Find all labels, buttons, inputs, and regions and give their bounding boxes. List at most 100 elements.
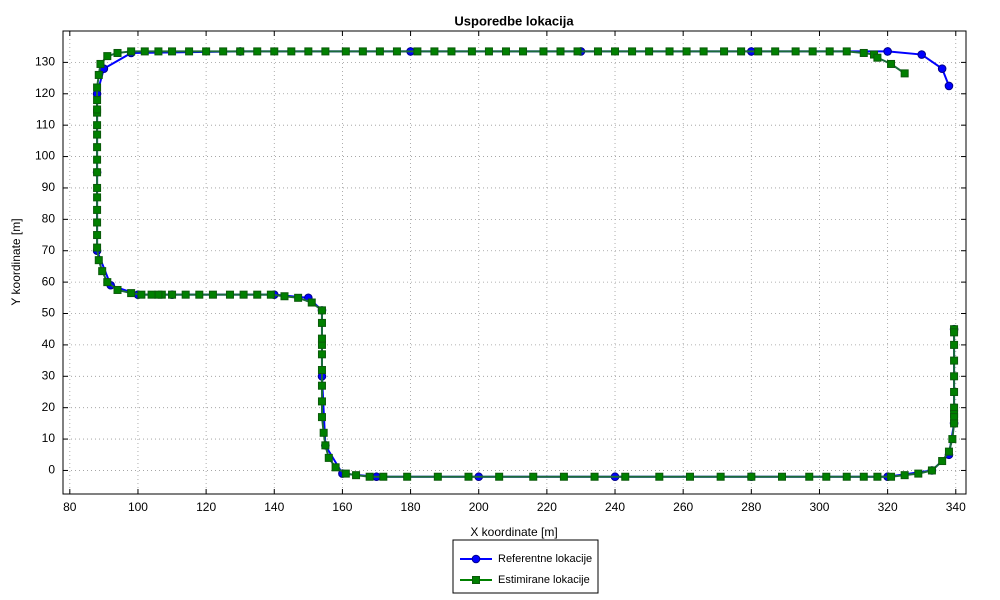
data-point [93,218,102,227]
data-point [352,471,361,480]
data-point [950,340,959,349]
data-point [556,47,565,56]
x-tick-label: 120 [196,500,216,514]
data-point [113,285,122,294]
data-point [859,48,868,57]
data-point [825,47,834,56]
data-point [236,47,245,56]
data-point [93,96,102,105]
data-point [403,472,412,481]
data-point [341,469,350,478]
data-point [94,70,103,79]
data-point [430,47,439,56]
data-point [699,47,708,56]
data-point [771,47,780,56]
y-tick-label: 40 [42,337,56,351]
y-tick-label: 70 [42,243,56,257]
data-point [93,121,102,130]
data-point [96,59,105,68]
data-point [950,419,959,428]
data-point [529,472,538,481]
data-point [747,472,756,481]
data-point [539,47,548,56]
data-point [113,48,122,57]
data-point [280,292,289,301]
data-point [720,47,729,56]
data-point [317,381,326,390]
x-tick-label: 300 [809,500,829,514]
data-point [321,47,330,56]
data-point [822,472,831,481]
data-point [433,472,442,481]
legend-label: Estimirane lokacije [498,574,590,586]
data-point [358,47,367,56]
data-point [341,47,350,56]
data-point [887,59,896,68]
data-point [94,256,103,265]
data-point [900,69,909,78]
data-point [317,306,326,315]
data-point [682,47,691,56]
y-tick-label: 90 [42,180,56,194]
data-point [883,47,892,56]
data-point [519,47,528,56]
data-point [93,205,102,214]
data-point [137,290,146,299]
chart-title: Usporedbe lokacija [454,13,574,28]
y-tick-label: 110 [36,117,55,131]
data-point [127,289,136,298]
data-point [93,143,102,152]
data-point [208,290,217,299]
data-point [501,47,510,56]
y-tick-label: 100 [35,149,55,163]
data-point [253,47,262,56]
legend-marker [471,554,481,564]
data-point [307,298,316,307]
x-tick-label: 80 [63,500,77,514]
data-point [331,463,340,472]
data-point [181,290,190,299]
legend [452,539,599,594]
data-point [842,472,851,481]
data-point [950,387,959,396]
data-point [950,328,959,337]
y-tick-label: 10 [42,431,56,445]
x-tick-label: 340 [946,500,966,514]
data-point [127,47,136,56]
data-point [484,47,493,56]
data-point [324,453,333,462]
data-point [495,472,504,481]
data-point [808,47,817,56]
y-tick-label: 30 [42,368,56,382]
data-point [611,47,620,56]
legend-label: Referentne lokacije [498,553,592,565]
data-point [103,52,112,61]
x-tick-label: 220 [537,500,557,514]
data-point [379,472,388,481]
y-tick-label: 60 [42,274,56,288]
data-point [319,428,328,437]
x-tick-label: 280 [741,500,761,514]
data-point [294,293,303,302]
data-point [168,47,177,56]
data-point [737,47,746,56]
x-tick-label: 100 [128,500,148,514]
data-point [93,183,102,192]
data-point [168,290,177,299]
x-tick-label: 320 [878,500,898,514]
data-point [93,130,102,139]
data-point [195,290,204,299]
data-point [270,47,279,56]
data-point [185,47,194,56]
data-point [859,472,868,481]
y-tick-label: 20 [42,400,56,414]
y-tick-label: 120 [35,86,55,100]
data-point [317,334,326,343]
data-point [93,168,102,177]
data-point [754,47,763,56]
x-tick-label: 260 [673,500,693,514]
data-point [948,435,957,444]
data-point [93,193,102,202]
data-point [937,64,947,73]
